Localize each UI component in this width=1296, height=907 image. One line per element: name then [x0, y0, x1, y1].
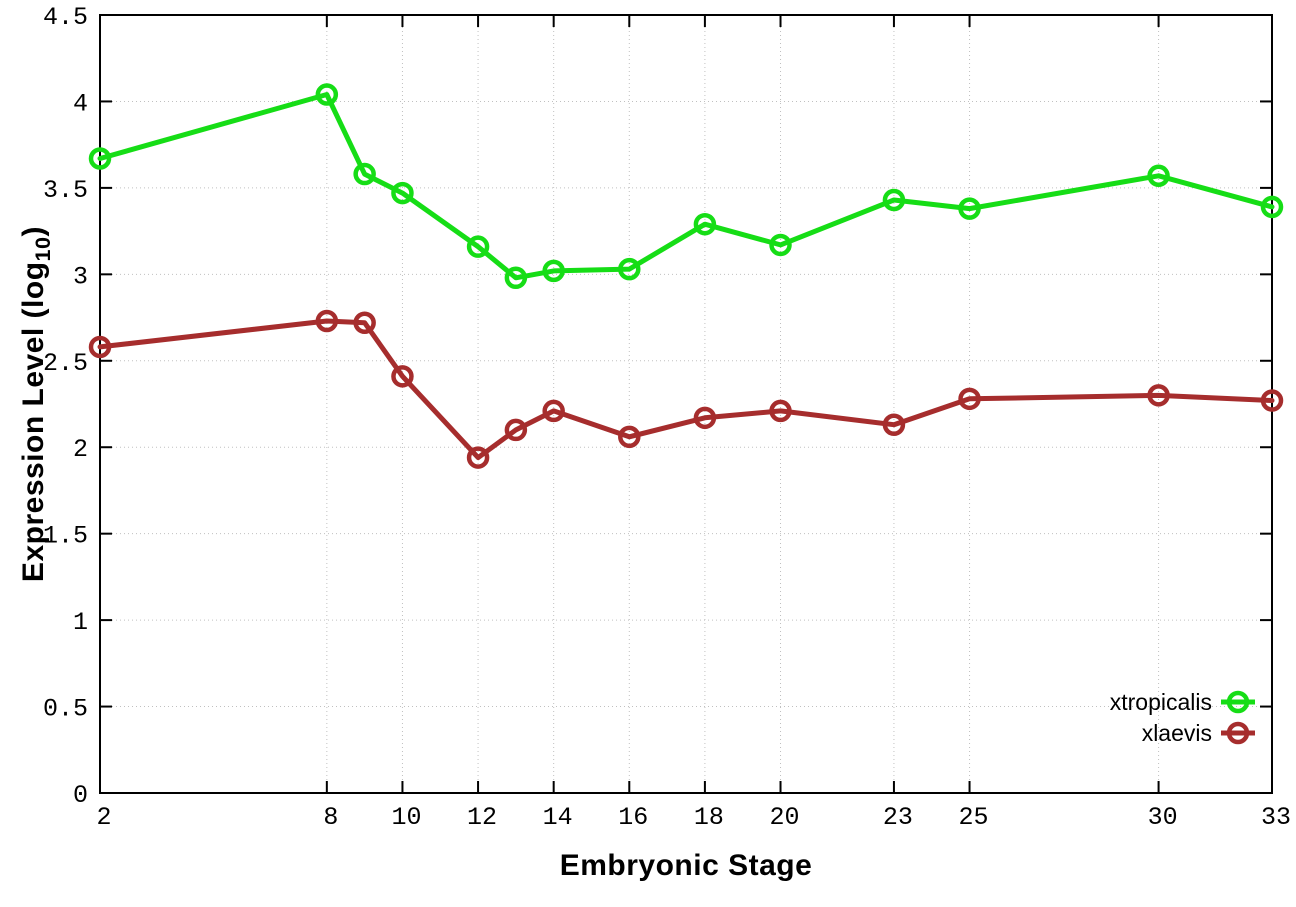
- data-point-marker-xtropicalis: [504, 266, 528, 290]
- x-tick-label: 33: [1261, 803, 1291, 832]
- data-point-marker-xtropicalis: [542, 259, 565, 283]
- data-point-marker-xlaevis: [1260, 389, 1284, 412]
- data-point-marker-xtropicalis: [769, 233, 792, 257]
- data-point-marker-xtropicalis: [88, 147, 112, 170]
- x-tick-label: 25: [959, 803, 989, 832]
- x-tick-label: 23: [883, 803, 913, 832]
- data-point-marker-xlaevis: [542, 399, 565, 423]
- series-line-xtropicalis: [97, 92, 1275, 281]
- y-tick-label: 4: [73, 89, 88, 118]
- y-tick-label: 1: [73, 608, 88, 637]
- x-tick-label: 12: [467, 803, 497, 832]
- data-point-marker-xlaevis: [466, 446, 490, 469]
- data-point-marker-xtropicalis: [466, 235, 490, 258]
- data-point-marker-xtropicalis: [618, 257, 641, 281]
- data-point-marker-xlaevis: [958, 387, 981, 411]
- data-point-marker-xlaevis: [693, 406, 717, 430]
- legend-label-xlaevis: xlaevis: [1142, 720, 1212, 746]
- x-tick-label: 2: [96, 803, 111, 832]
- legend-marker-icon-xtropicalis: [1226, 690, 1250, 714]
- x-tick-label: 8: [323, 803, 338, 832]
- data-point-marker-xtropicalis: [1147, 164, 1170, 188]
- y-tick-label: 3: [73, 262, 88, 291]
- y-tick-label: 3.5: [43, 176, 88, 205]
- data-point-marker-xlaevis: [618, 425, 641, 449]
- x-axis-title: Embryonic Stage: [559, 849, 813, 882]
- data-point-marker-xtropicalis: [391, 181, 414, 205]
- data-point-marker-xlaevis: [769, 399, 792, 423]
- data-point-marker-xlaevis: [1147, 384, 1170, 407]
- data-point-marker-xlaevis: [504, 418, 528, 442]
- data-point-marker-xlaevis: [353, 311, 376, 334]
- y-tick-label: 1.5: [43, 522, 88, 551]
- x-tick-label: 18: [694, 803, 724, 832]
- x-tick-label: 16: [618, 803, 648, 832]
- y-tick-label: 0: [73, 781, 88, 810]
- y-tick-label: 0.5: [43, 695, 88, 724]
- data-point-marker-xtropicalis: [693, 212, 717, 236]
- data-point-marker-xtropicalis: [882, 188, 906, 212]
- legend-label-xtropicalis: xtropicalis: [1110, 689, 1212, 715]
- y-tick-label: 4.5: [43, 3, 88, 32]
- series-line-xlaevis: [97, 318, 1275, 461]
- y-axis-title-subscript: 10: [30, 236, 55, 262]
- x-tick-label: 30: [1148, 803, 1178, 832]
- x-tick-label: 10: [391, 803, 421, 832]
- x-tick-label: 14: [543, 803, 573, 832]
- data-point-marker-xtropicalis: [315, 83, 339, 106]
- data-point-marker-xlaevis: [88, 335, 112, 359]
- data-point-marker-xlaevis: [391, 365, 414, 388]
- x-tick-label: 20: [770, 803, 800, 832]
- y-tick-label: 2: [73, 435, 88, 464]
- legend-marker-icon-xlaevis: [1226, 721, 1250, 745]
- data-point-marker-xlaevis: [882, 413, 906, 436]
- data-point-marker-xlaevis: [315, 309, 339, 333]
- y-tick-label: 2.5: [43, 349, 88, 378]
- data-point-marker-xtropicalis: [1260, 195, 1284, 219]
- y-axis-title: Expression Level (log10): [17, 225, 55, 583]
- y-axis-title-close: ): [17, 225, 50, 237]
- data-point-marker-xtropicalis: [353, 162, 376, 186]
- data-point-marker-xtropicalis: [958, 197, 981, 220]
- plot-border: [99, 14, 1273, 794]
- y-axis-title-text: Expression Level (log: [17, 261, 50, 583]
